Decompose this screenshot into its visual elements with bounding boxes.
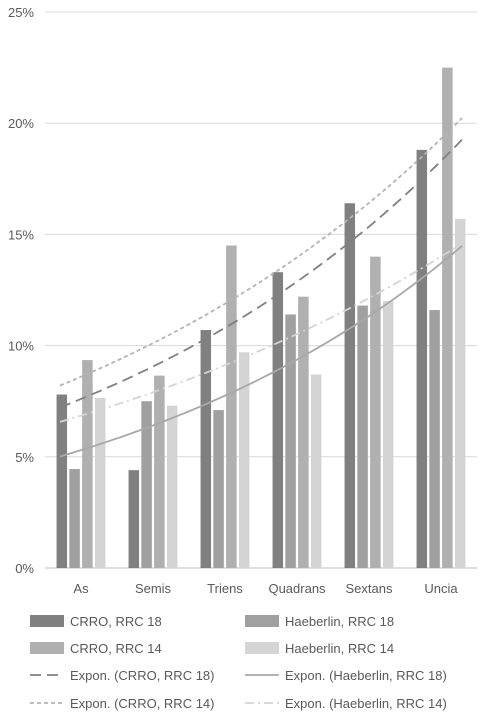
bar <box>69 469 80 568</box>
trendline <box>59 245 463 458</box>
bar <box>213 410 224 568</box>
x-tick-label: Sextans <box>346 581 393 596</box>
bar <box>238 352 250 568</box>
trendline <box>59 242 463 423</box>
legend-label: Expon. (Haeberlin, RRC 18) <box>285 668 447 683</box>
bar <box>56 394 68 568</box>
legend-label: Expon. (CRRO, RRC 14) <box>70 696 214 711</box>
x-axis: As Semis Triens Quadrans Sextans Uncia <box>73 581 458 596</box>
bar <box>166 405 178 568</box>
y-tick-label: 0% <box>15 561 34 576</box>
y-axis: 0% 5% 10% 15% 20% 25% <box>8 5 34 576</box>
legend-swatch <box>30 615 64 627</box>
bar <box>416 149 428 568</box>
x-tick-label: Quadrans <box>268 581 326 596</box>
legend-label: Expon. (Haeberlin, RRC 14) <box>285 696 447 711</box>
legend-swatch <box>245 642 279 654</box>
y-tick-label: 10% <box>8 339 34 354</box>
bar <box>226 245 237 568</box>
bar <box>200 330 212 568</box>
bar <box>454 218 466 568</box>
bar <box>382 301 394 568</box>
bar <box>272 272 284 568</box>
y-tick-label: 25% <box>8 5 34 20</box>
legend-label: Haeberlin, RRC 14 <box>285 641 394 656</box>
legend-label: Haeberlin, RRC 18 <box>285 614 394 629</box>
legend-swatch <box>30 642 64 654</box>
bar <box>298 296 309 568</box>
legend: CRRO, RRC 18 Haeberlin, RRC 18 CRRO, RRC 1… <box>30 614 447 711</box>
bar <box>141 401 152 568</box>
bar <box>370 256 381 568</box>
x-tick-label: As <box>73 581 89 596</box>
y-tick-label: 5% <box>15 450 34 465</box>
x-tick-label: Uncia <box>424 581 458 596</box>
bar <box>285 314 296 568</box>
bar <box>128 470 140 568</box>
bar <box>429 310 440 568</box>
bar <box>357 305 368 568</box>
bar <box>154 375 165 568</box>
legend-label: CRRO, RRC 14 <box>70 641 162 656</box>
trendline <box>59 138 463 409</box>
gridlines <box>45 11 477 569</box>
y-tick-label: 15% <box>8 227 34 242</box>
legend-label: CRRO, RRC 18 <box>70 614 162 629</box>
bars <box>56 67 466 568</box>
bar <box>82 360 93 568</box>
x-tick-label: Semis <box>135 581 172 596</box>
legend-swatch <box>245 615 279 627</box>
bar <box>442 67 453 568</box>
legend-label: Expon. (CRRO, RRC 18) <box>70 668 214 683</box>
bar <box>344 203 356 568</box>
trendline <box>59 117 463 387</box>
x-tick-label: Triens <box>207 581 243 596</box>
bar <box>94 397 106 568</box>
y-tick-label: 20% <box>8 116 34 131</box>
trendlines <box>59 117 463 458</box>
bar <box>310 374 322 568</box>
